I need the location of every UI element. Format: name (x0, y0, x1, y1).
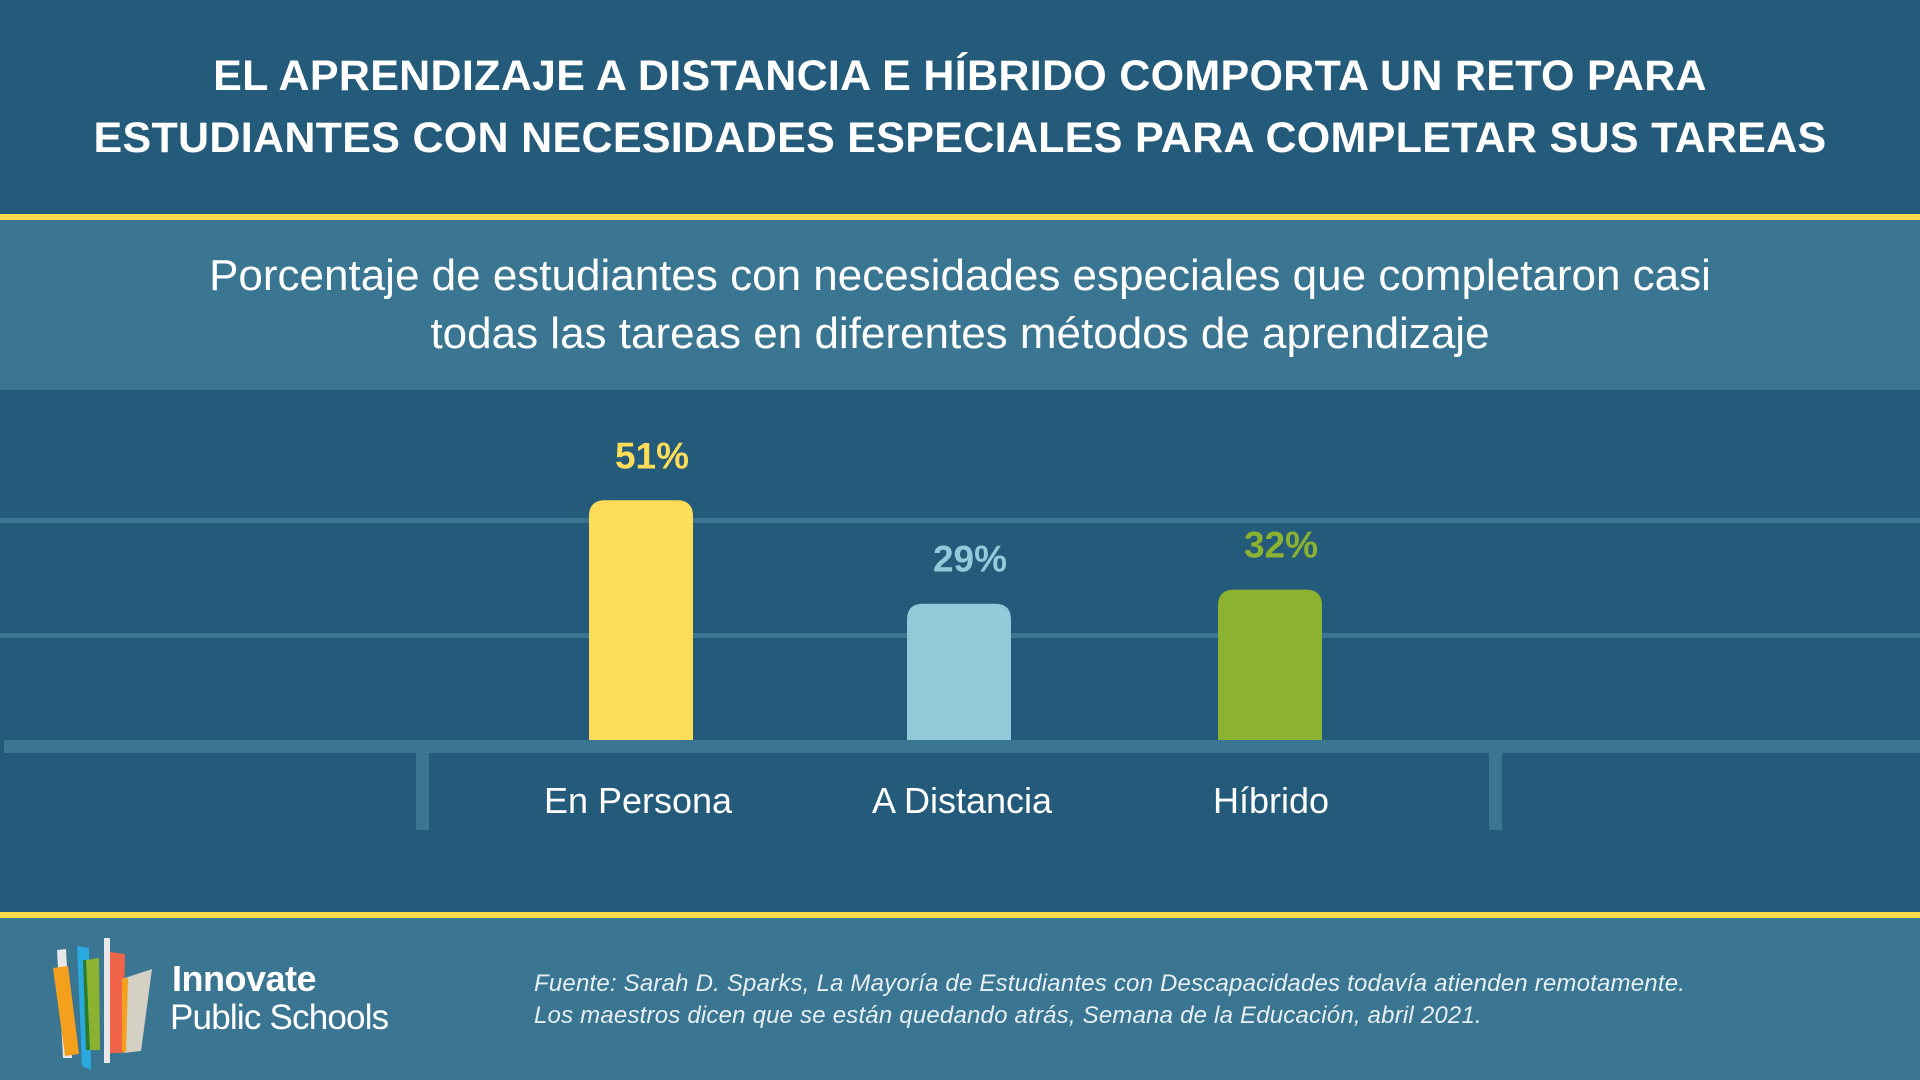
chart-title-line-1: Porcentaje de estudiantes con necesidade… (209, 251, 1711, 300)
source-line-2: Los maestros dicen que se están quedando… (534, 1002, 1482, 1029)
axis-leg-left (416, 753, 429, 830)
source-citation: Fuente: Sarah D. Sparks, La Mayoría de E… (534, 968, 1685, 1032)
category-label: En Persona (544, 780, 733, 821)
axis-leg-right (1489, 753, 1502, 830)
value-label: 29% (933, 539, 1007, 580)
baseline (4, 740, 1920, 753)
gridline (0, 518, 1920, 523)
footer: Innovate Public Schools Fuente: Sarah D.… (0, 918, 1920, 1080)
divider-top (0, 214, 1920, 220)
bar-1 (907, 603, 1011, 740)
logo-text-public-schools: Public Schools (170, 998, 389, 1037)
divider-bottom (0, 912, 1920, 918)
title-line-2: ESTUDIANTES CON NECESIDADES ESPECIALES P… (93, 114, 1827, 162)
header: EL APRENDIZAJE A DISTANCIA E HÍBRIDO COM… (0, 0, 1920, 214)
bar-chart: 51% En Persona 29% A Distancia 32% Híbrido (0, 435, 1920, 830)
category-label: Híbrido (1213, 780, 1329, 821)
innovate-logo-icon (53, 938, 152, 1070)
logo-text-innovate: Innovate (172, 958, 317, 999)
source-line-1: Fuente: Sarah D. Sparks, La Mayoría de E… (534, 970, 1686, 997)
chart-title: Porcentaje de estudiantes con necesidade… (0, 220, 1920, 390)
category-label: A Distancia (872, 780, 1053, 821)
bar-0 (589, 500, 693, 740)
bar-2 (1218, 589, 1322, 740)
value-label: 32% (1244, 525, 1318, 566)
chart-title-line-2: todas las tareas en diferentes métodos d… (430, 309, 1490, 358)
value-label: 51% (615, 435, 689, 476)
title-line-1: EL APRENDIZAJE A DISTANCIA E HÍBRIDO COM… (213, 52, 1707, 100)
